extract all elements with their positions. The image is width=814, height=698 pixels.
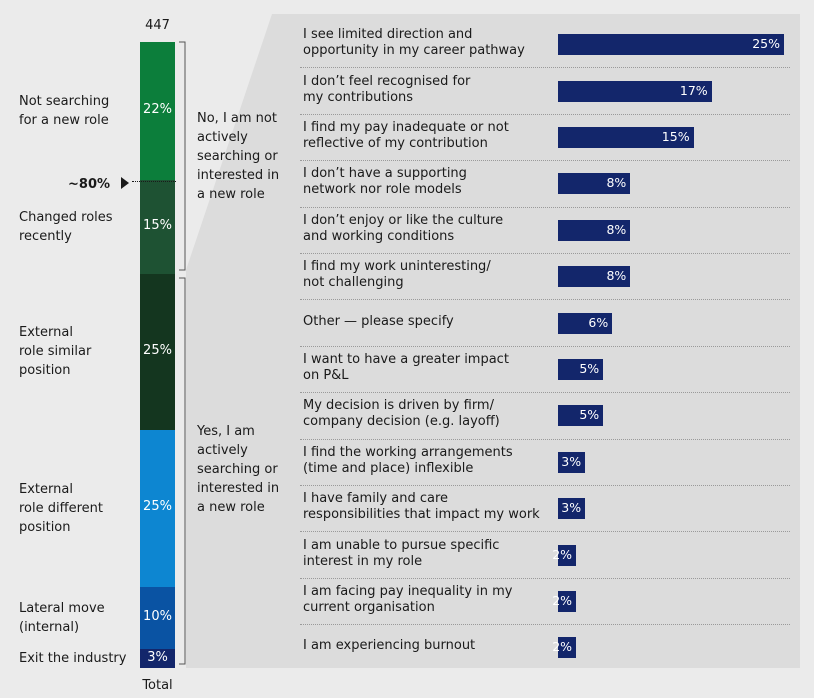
reason-bar: 2% — [552, 637, 577, 659]
marker-arrow-icon — [121, 177, 130, 189]
stack-segment-category: Changed roles recently — [19, 209, 113, 244]
stack-segment-category: Exit the industry — [19, 651, 127, 667]
reason-label: My decision is driven by firm/ company d… — [303, 398, 500, 430]
reason-bar: 6% — [558, 312, 613, 334]
row-separator — [300, 392, 790, 394]
reason-label: I find my work uninteresting/ not challe… — [303, 259, 491, 291]
reason-bar-value: 6% — [588, 314, 609, 330]
reason-label: I find my pay inadequate or not reflecti… — [303, 120, 509, 151]
row-separator — [300, 577, 790, 579]
reason-bar: 3% — [558, 498, 586, 520]
reason-label: I have family and care responsibilities … — [303, 491, 540, 523]
reason-bar: 15% — [558, 127, 694, 148]
reason-bar: 3% — [558, 451, 586, 473]
marker-80-label: ~80% — [68, 177, 111, 192]
reason-label: I am unable to pursue specific interest … — [303, 537, 500, 569]
x-axis-label: Total — [142, 678, 173, 693]
row-separator — [300, 113, 790, 115]
total-n-label: 447 — [145, 18, 170, 33]
bracket-no-label: No, I am not actively searching or inter… — [197, 111, 280, 202]
stack-segment-value: 15% — [143, 217, 172, 233]
reason-bar: 8% — [558, 173, 631, 195]
marker-80-dotted-line — [132, 181, 176, 182]
stack-segment-category: Lateral move (internal) — [19, 600, 105, 635]
stack-segment-category: External role different position — [19, 481, 103, 535]
row-separator — [300, 345, 790, 347]
reason-bar-value: 5% — [579, 361, 600, 376]
reason-label: I don’t feel recognised for my contribut… — [303, 73, 471, 105]
zoom-panel-shape — [186, 14, 800, 668]
reason-bar: 2% — [552, 591, 577, 612]
stack-segment-value: 3% — [147, 649, 168, 665]
bracket-yes — [179, 277, 186, 665]
bracket-yes-label: Yes, I am actively searching or interest… — [197, 424, 280, 515]
stack-segment-value: 25% — [143, 499, 172, 515]
row-separator — [300, 485, 790, 486]
reason-bar: 5% — [558, 405, 604, 427]
reason-bar-value: 17% — [679, 82, 708, 98]
reason-bar-value: 15% — [661, 129, 690, 144]
stack-segment-value: 25% — [143, 342, 172, 358]
row-separator — [300, 624, 790, 626]
stack-segment-category: External role similar position — [19, 325, 92, 379]
stack-segment: 22% — [140, 42, 175, 180]
row-separator — [300, 67, 790, 69]
reason-bar: 8% — [558, 266, 631, 288]
reason-bar-value: 3% — [561, 500, 582, 516]
reason-bar: 8% — [558, 219, 631, 241]
reason-bar-value: 2% — [552, 546, 573, 562]
reason-bar-value: 2% — [552, 593, 573, 608]
stack-segment: 3% — [140, 649, 175, 668]
reason-bar-value: 8% — [606, 268, 627, 284]
reason-bar-value: 8% — [606, 175, 627, 191]
reason-bar-value: 5% — [579, 407, 600, 423]
reason-bar-value: 25% — [752, 36, 780, 52]
reason-bar: 25% — [558, 34, 784, 56]
stack-segment: 25% — [140, 273, 175, 431]
reason-label: Other — please specify — [303, 313, 454, 329]
row-separator — [300, 531, 790, 533]
reason-bar-value: 8% — [606, 221, 627, 237]
reason-bar: 17% — [558, 80, 712, 102]
reason-bar: 2% — [552, 544, 577, 566]
stack-segment-value: 10% — [143, 608, 172, 624]
reason-label: I want to have a greater impact on P&L — [303, 352, 509, 383]
reason-bar: 5% — [558, 359, 604, 380]
reason-label: I don’t enjoy or like the culture and wo… — [303, 212, 504, 244]
row-separator — [300, 160, 790, 162]
stack-segment: 10% — [140, 586, 175, 650]
row-separator — [300, 253, 790, 254]
reason-label: I see limited direction and opportunity … — [303, 27, 525, 59]
row-separator — [300, 438, 790, 440]
stack-segment: 15% — [140, 179, 175, 274]
stack-segment-category: Not searching for a new role — [19, 93, 110, 128]
reason-label: I am facing pay inequality in my current… — [303, 584, 513, 615]
reason-label: I am experiencing burnout — [303, 638, 476, 654]
bracket-no — [179, 41, 186, 271]
row-separator — [300, 206, 790, 208]
reason-label: I find the working arrangements (time an… — [303, 444, 513, 476]
row-separator — [300, 299, 790, 301]
stack-segment: 25% — [140, 430, 175, 587]
reason-label: I don’t have a supporting network nor ro… — [303, 166, 467, 198]
reason-bar-value: 2% — [552, 639, 573, 655]
stack-segment-value: 22% — [143, 101, 172, 117]
reason-bar-value: 3% — [561, 453, 582, 469]
marker-80: ~80% — [68, 173, 130, 192]
